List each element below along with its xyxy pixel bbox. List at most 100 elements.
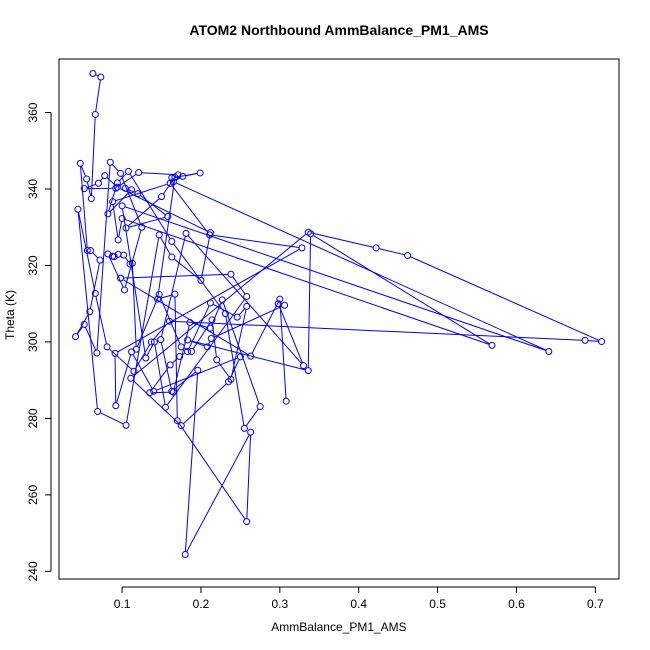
data-point (196, 169, 204, 177)
data-point (89, 70, 97, 78)
series-segment (123, 273, 228, 279)
series-segment (160, 236, 186, 337)
series-segment (183, 383, 227, 425)
data-point (120, 286, 128, 294)
series-segment (108, 256, 124, 288)
data-point (184, 336, 192, 344)
series-segment (127, 198, 160, 227)
data-point (208, 316, 216, 324)
data-point (117, 169, 125, 177)
series-segment (77, 212, 98, 409)
data-point (135, 169, 143, 177)
series-segment (139, 195, 166, 216)
series-segment (86, 183, 96, 189)
data-point (142, 354, 150, 362)
data-point (158, 193, 166, 201)
data-point (256, 403, 264, 411)
data-point (168, 174, 176, 182)
y-tick-label: 240 (26, 561, 40, 581)
data-point (146, 389, 154, 397)
series-segment (311, 232, 374, 248)
data-point (197, 276, 205, 284)
data-point (404, 252, 412, 260)
data-point (87, 247, 95, 255)
data-point (218, 296, 226, 304)
x-tick-label: 0.7 (587, 597, 604, 611)
data-point (154, 295, 162, 303)
chart-title: ATOM2 Northbound AmmBalance_PM1_AMS (189, 22, 488, 38)
series-segment (232, 276, 246, 295)
series-segment (99, 177, 104, 182)
data-point (488, 341, 496, 349)
y-axis-label: Theta (K) (3, 290, 17, 340)
data-point (206, 229, 214, 237)
series-segment (225, 316, 245, 426)
data-point (171, 290, 179, 298)
data-point (213, 356, 221, 364)
data-point (243, 302, 251, 310)
data-point (83, 175, 91, 183)
data-point (247, 428, 255, 436)
series-segment (151, 367, 169, 391)
series-segment (178, 422, 246, 520)
data-point (274, 300, 282, 308)
data-point (138, 223, 146, 231)
series-segment (108, 348, 133, 370)
data-point (121, 184, 129, 192)
data-point (182, 229, 190, 237)
x-tick-label: 0.3 (272, 597, 289, 611)
series-segment (201, 235, 211, 278)
data-point (168, 253, 176, 261)
data-point (206, 299, 214, 307)
data-point (165, 317, 173, 325)
data-point (181, 551, 189, 559)
x-tick-label: 0.4 (350, 597, 367, 611)
series-segment (154, 344, 166, 405)
data-point (117, 274, 125, 282)
series-segment (174, 297, 178, 418)
y-tick-label: 280 (26, 408, 40, 428)
series-segment (95, 79, 101, 112)
x-tick-label: 0.1 (114, 597, 131, 611)
series-segment (132, 354, 153, 389)
data-point (83, 247, 91, 255)
data-point (240, 424, 248, 432)
data-point (227, 270, 235, 278)
data-point (176, 352, 184, 360)
x-axis: 0.1 0.2 0.3 0.4 0.5 0.6 0.7 (114, 586, 604, 611)
series-segment (160, 294, 173, 299)
data-point (94, 179, 102, 187)
series-segment (152, 391, 171, 394)
series-segment (122, 279, 249, 355)
data-point (174, 171, 182, 179)
y-tick-label: 260 (26, 485, 40, 505)
series-segment (132, 233, 307, 377)
data-point (87, 195, 95, 203)
y-axis: 240 260 280 300 320 340 360 (26, 102, 52, 581)
series-segment (96, 165, 111, 351)
series-segment (307, 236, 312, 368)
series-segment (111, 164, 119, 172)
series-segment (119, 173, 127, 182)
data-point (166, 361, 174, 369)
data-point (134, 190, 142, 198)
data-point (120, 251, 128, 259)
data-point (118, 202, 126, 210)
x-axis-label: AmmBalance_PM1_AMS (271, 620, 406, 634)
data-point (194, 366, 202, 374)
series-segment (156, 357, 238, 391)
series-segment (80, 166, 88, 248)
data-point (184, 348, 192, 355)
data-point (281, 301, 289, 309)
data-point (206, 324, 214, 332)
series-segment (229, 359, 240, 380)
series-segment (185, 173, 198, 177)
data-point (247, 352, 255, 360)
data-point (112, 402, 120, 410)
data-point (581, 336, 589, 344)
series-segment (166, 298, 246, 406)
data-point (203, 343, 211, 351)
data-point (155, 291, 163, 299)
data-point (221, 310, 229, 318)
